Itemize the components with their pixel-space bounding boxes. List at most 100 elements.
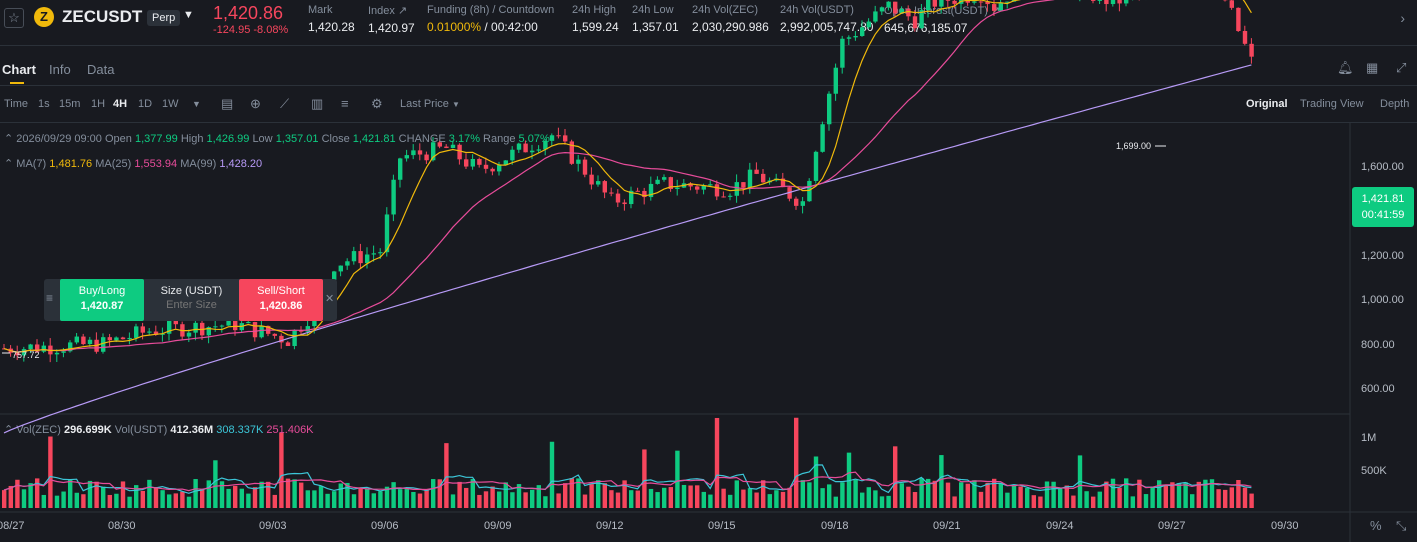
candle-body xyxy=(54,352,60,355)
vol-zec-label: Vol(ZEC) xyxy=(16,424,61,436)
interval-1d[interactable]: 1D xyxy=(138,98,153,110)
candle-body xyxy=(708,184,713,186)
interval-1w[interactable]: 1W xyxy=(162,98,179,110)
chevron-right-icon[interactable]: › xyxy=(1400,10,1405,26)
time-axis-tick: 09/30 xyxy=(1271,520,1299,532)
volume-bar xyxy=(417,493,423,508)
volume-bar xyxy=(134,485,139,508)
candle-body xyxy=(853,35,858,38)
view-original[interactable]: Original xyxy=(1246,98,1288,110)
candle-body xyxy=(734,182,739,196)
interval-dropdown-icon[interactable]: ▼ xyxy=(192,99,201,109)
active-tab-indicator xyxy=(10,82,24,84)
expand-icon[interactable]: ⤢ xyxy=(1396,60,1407,75)
volume-bar xyxy=(81,494,86,508)
volume-bar xyxy=(365,488,370,508)
candle-body xyxy=(873,11,878,22)
volume-bar xyxy=(1051,481,1056,508)
view-depth[interactable]: Depth xyxy=(1380,98,1410,110)
volume-bar xyxy=(490,486,495,508)
volume-bar xyxy=(998,482,1003,508)
candlestick-icon[interactable]: ▥ xyxy=(311,96,324,111)
candle-body xyxy=(233,317,238,331)
candle-body xyxy=(358,251,363,264)
volume-bar xyxy=(35,478,40,508)
interval-1h[interactable]: 1H xyxy=(91,98,106,110)
ma7-line xyxy=(3,0,1252,353)
volume-bar xyxy=(516,484,522,508)
candle-body xyxy=(516,143,522,150)
grid-icon[interactable]: ▦ xyxy=(1366,60,1379,75)
price-type-select[interactable]: Last Price ▼ xyxy=(400,98,460,110)
stat-label: 24h High xyxy=(572,4,617,16)
candle-body xyxy=(622,202,627,205)
interval-4h[interactable]: 4H xyxy=(113,98,128,110)
interval-15m[interactable]: 15m xyxy=(59,98,81,110)
candle-body xyxy=(1249,43,1254,57)
sell-short-label: Sell/Short xyxy=(257,285,305,297)
volume-bar xyxy=(1190,494,1195,508)
view-trading-view[interactable]: Trading View xyxy=(1300,98,1364,110)
gear-icon[interactable]: ⚙ xyxy=(371,96,383,111)
volume-bar xyxy=(1097,491,1102,508)
volume-bar xyxy=(272,494,277,508)
chevron-down-icon: ▼ xyxy=(451,100,460,109)
candle-body xyxy=(206,327,211,336)
settings-sliders-icon[interactable]: ≡ xyxy=(341,96,349,111)
tab-info[interactable]: Info xyxy=(49,62,71,77)
collapse-chevron-icon[interactable]: ⌃ xyxy=(4,424,14,436)
candle-body xyxy=(450,144,456,148)
tab-data[interactable]: Data xyxy=(87,62,115,77)
candle-body xyxy=(107,337,112,341)
bell-icon[interactable]: 🔔︎ xyxy=(1337,60,1354,75)
volume-bar xyxy=(371,493,376,508)
candle-body xyxy=(226,317,231,326)
interval-time[interactable]: Time xyxy=(4,98,29,110)
close-label: Close xyxy=(321,133,350,145)
interval-1s[interactable]: 1s xyxy=(38,98,50,110)
volume-bar xyxy=(549,441,555,508)
volume-bar xyxy=(701,491,706,508)
candle-body xyxy=(378,252,383,254)
tab-chart[interactable]: Chart xyxy=(2,62,36,77)
volume-bar xyxy=(1064,485,1069,508)
volume-bar xyxy=(912,492,918,508)
volume-bar xyxy=(444,443,449,508)
buy-long-button[interactable]: Buy/Long 1,420.87 xyxy=(60,279,144,321)
drag-handle-icon[interactable]: ≡ xyxy=(46,291,54,305)
symbol-name[interactable]: ZECUSDT xyxy=(62,7,143,26)
collapse-chevron-icon[interactable]: ⌃ xyxy=(4,133,14,145)
external-link-icon[interactable]: ↗ xyxy=(990,5,1001,17)
volume-bar xyxy=(992,478,997,508)
time-axis-tick: 09/06 xyxy=(371,520,399,532)
volume-bar xyxy=(1143,494,1149,508)
volume-bar xyxy=(470,478,475,508)
volume-bar xyxy=(127,496,132,508)
symbol-dropdown-icon[interactable]: ▼ xyxy=(183,9,194,21)
add-indicator-icon[interactable]: ⊕ xyxy=(250,96,261,111)
line-chart-icon[interactable]: ⟋ xyxy=(280,96,290,111)
percent-icon[interactable]: % xyxy=(1370,518,1382,533)
volume-bar xyxy=(120,481,126,508)
candle-body xyxy=(503,160,508,166)
candle-body xyxy=(655,179,660,184)
volume-bar xyxy=(8,485,13,508)
size-input[interactable] xyxy=(151,299,232,311)
volume-bar xyxy=(226,488,231,508)
calendar-icon[interactable]: ▤ xyxy=(221,96,234,111)
volume-bar xyxy=(576,478,581,508)
external-link-icon[interactable]: ↗ xyxy=(397,5,408,17)
volume-bar xyxy=(101,486,106,508)
sell-short-button[interactable]: Sell/Short 1,420.86 xyxy=(239,279,323,321)
divider xyxy=(0,122,1417,123)
low-value: 1,357.01 xyxy=(275,133,319,145)
volume-bar xyxy=(622,480,627,508)
fullscreen-icon[interactable]: ⤡ xyxy=(1396,518,1407,533)
volume-bar xyxy=(206,480,211,508)
star-icon[interactable]: ☆ xyxy=(4,8,24,28)
close-icon[interactable]: ✕ xyxy=(325,293,335,305)
volume-bar xyxy=(378,491,383,508)
collapse-chevron-icon[interactable]: ⌃ xyxy=(4,158,14,170)
candle-body xyxy=(978,1,984,3)
